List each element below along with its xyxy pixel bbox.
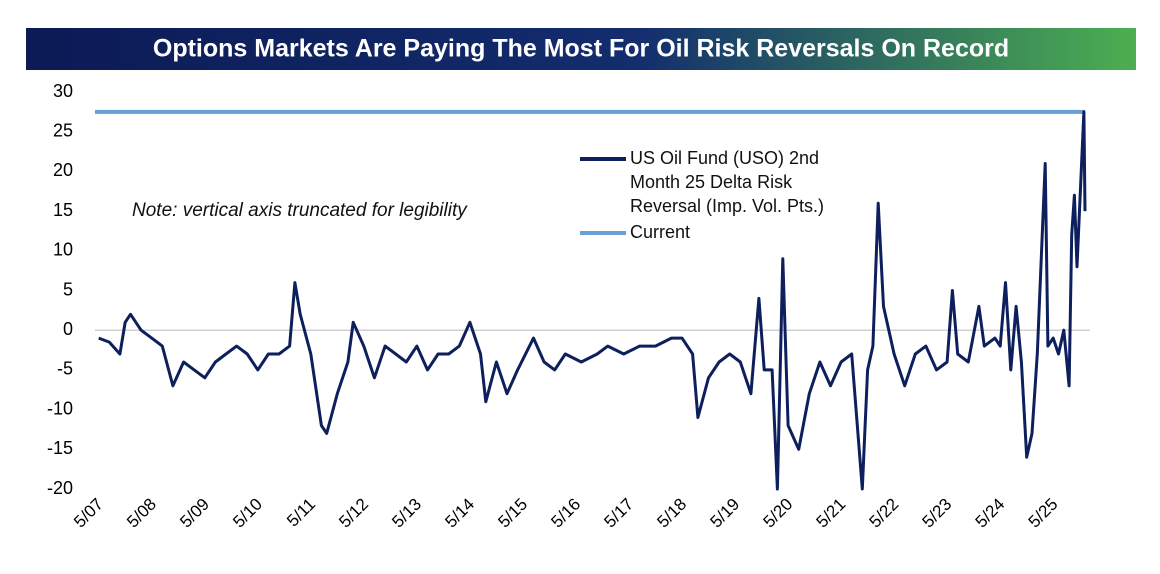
x-tick-label: 5/24 bbox=[972, 495, 1009, 532]
legend-swatch bbox=[580, 157, 626, 161]
y-tick-label: 0 bbox=[63, 319, 73, 339]
x-tick-label: 5/10 bbox=[229, 495, 266, 532]
y-tick-label: -5 bbox=[57, 359, 73, 379]
legend-swatch bbox=[580, 231, 626, 235]
y-tick-label: 5 bbox=[63, 279, 73, 299]
legend-label: Current bbox=[630, 222, 691, 242]
x-tick-label: 5/18 bbox=[653, 495, 690, 532]
x-tick-label: 5/09 bbox=[176, 495, 213, 532]
annotation: Note: vertical axis truncated for legibi… bbox=[132, 200, 467, 221]
legend: US Oil Fund (USO) 2nd Month 25 Delta Ris… bbox=[580, 146, 860, 246]
x-tick-label: 5/19 bbox=[706, 495, 743, 532]
x-tick-label: 5/17 bbox=[600, 495, 637, 532]
x-tick-label: 5/23 bbox=[919, 495, 956, 532]
legend-item: Current bbox=[580, 220, 860, 244]
data-line bbox=[98, 110, 1087, 491]
y-tick-label: -20 bbox=[47, 478, 73, 498]
x-tick-label: 5/22 bbox=[866, 495, 903, 532]
x-tick-label: 5/25 bbox=[1025, 495, 1062, 532]
x-tick-label: 5/11 bbox=[283, 495, 319, 531]
y-tick-label: 15 bbox=[53, 200, 73, 220]
x-tick-label: 5/20 bbox=[760, 495, 797, 532]
y-tick-label: -10 bbox=[47, 398, 73, 418]
x-tick-label: 5/12 bbox=[335, 495, 372, 532]
x-tick-label: 5/13 bbox=[388, 495, 425, 532]
legend-label: US Oil Fund (USO) 2nd Month 25 Delta Ris… bbox=[630, 148, 825, 216]
y-tick-label: 25 bbox=[53, 120, 73, 140]
chart-title: Options Markets Are Paying The Most For … bbox=[153, 35, 1009, 63]
x-tick-label: 5/21 bbox=[813, 495, 850, 532]
x-tick-label: 5/14 bbox=[441, 495, 478, 532]
y-tick-label: -15 bbox=[47, 438, 73, 458]
x-tick-label: 5/16 bbox=[547, 495, 584, 532]
y-tick-label: 30 bbox=[53, 81, 73, 101]
x-tick-label: 5/07 bbox=[70, 495, 107, 532]
y-tick-label: 20 bbox=[53, 160, 73, 180]
x-tick-label: 5/15 bbox=[494, 495, 531, 532]
legend-item: US Oil Fund (USO) 2nd Month 25 Delta Ris… bbox=[580, 146, 860, 218]
x-tick-label: 5/08 bbox=[123, 495, 160, 532]
title-banner bbox=[26, 28, 1136, 70]
y-tick-label: 10 bbox=[53, 240, 73, 260]
